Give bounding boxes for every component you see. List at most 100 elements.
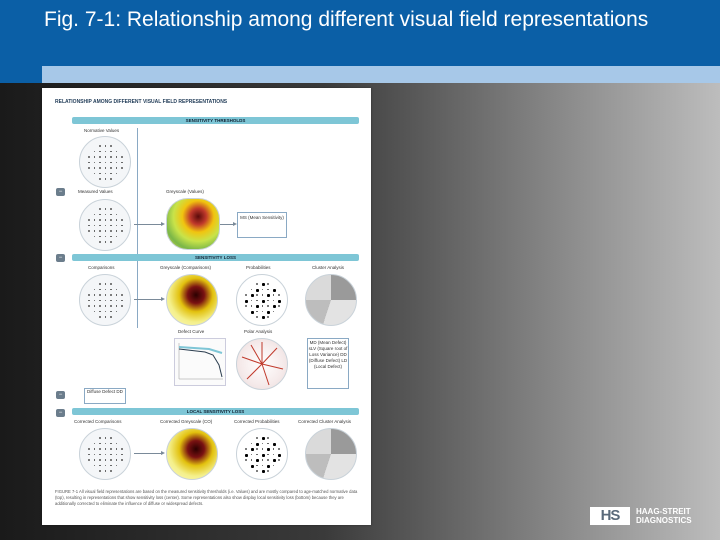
greyscale-values-plot xyxy=(166,198,220,250)
test-point xyxy=(115,156,117,158)
test-point xyxy=(278,299,281,303)
collapse-button[interactable]: − xyxy=(56,188,65,196)
test-point xyxy=(88,167,90,169)
test-point xyxy=(250,459,252,461)
test-point xyxy=(104,219,106,221)
label-comparisons: Comparisons xyxy=(88,265,115,270)
test-point xyxy=(261,464,263,466)
test-point xyxy=(99,161,101,163)
test-point xyxy=(93,299,95,301)
test-point xyxy=(278,305,280,307)
test-point xyxy=(104,283,106,285)
test-point xyxy=(99,437,101,439)
test-point xyxy=(121,448,123,450)
comparisons-plot xyxy=(79,274,131,326)
test-point xyxy=(104,145,106,147)
test-point xyxy=(110,235,112,237)
label-defect-curve: Defect Curve xyxy=(178,329,205,334)
label-probabilities: Probabilities xyxy=(246,265,271,270)
test-point xyxy=(110,316,112,318)
greyscale-comparisons-plot xyxy=(166,274,218,326)
collapse-button[interactable]: − xyxy=(56,391,65,399)
test-point xyxy=(272,442,276,446)
test-point xyxy=(93,459,95,461)
test-point xyxy=(267,470,269,472)
test-point xyxy=(99,442,101,444)
test-point xyxy=(245,459,247,461)
test-point xyxy=(104,208,106,210)
test-point xyxy=(250,453,252,455)
test-point xyxy=(261,283,265,286)
test-point xyxy=(256,453,258,455)
test-point xyxy=(99,310,101,312)
test-point xyxy=(93,235,95,237)
test-point xyxy=(250,299,252,301)
test-point xyxy=(88,230,90,232)
test-point xyxy=(261,453,265,457)
label-measured-values: Measured Values xyxy=(78,189,113,194)
test-point xyxy=(93,219,95,221)
arrow-icon xyxy=(134,451,165,455)
test-point xyxy=(110,172,112,174)
test-point xyxy=(272,448,274,450)
polar-analysis-plot xyxy=(236,338,288,390)
test-point xyxy=(250,464,254,468)
test-point xyxy=(99,235,101,237)
test-point xyxy=(272,464,274,466)
test-point xyxy=(121,219,123,221)
test-point xyxy=(245,294,247,296)
test-point xyxy=(250,288,252,290)
logo-mark: HS xyxy=(590,507,630,525)
test-point xyxy=(121,294,123,296)
test-point xyxy=(261,437,265,440)
test-point xyxy=(115,299,117,301)
test-point xyxy=(104,464,106,466)
test-point xyxy=(99,213,101,215)
test-point xyxy=(256,459,259,462)
test-point xyxy=(99,294,101,296)
test-point xyxy=(110,299,112,301)
test-point xyxy=(256,316,258,318)
test-point xyxy=(93,453,95,455)
test-point xyxy=(115,167,117,169)
test-point xyxy=(278,294,280,296)
test-point xyxy=(267,448,270,451)
test-point xyxy=(104,459,106,461)
test-point xyxy=(99,230,101,232)
collapse-button[interactable]: − xyxy=(56,254,65,262)
test-point xyxy=(267,442,269,444)
collapse-button[interactable]: − xyxy=(56,409,65,417)
test-point xyxy=(110,178,112,180)
test-point xyxy=(115,464,117,466)
test-point xyxy=(93,213,95,215)
test-point xyxy=(110,224,112,226)
test-point xyxy=(88,459,90,461)
test-point xyxy=(88,294,90,296)
label-greyscale-values: Greyscale (Values) xyxy=(166,189,204,194)
arrow-icon xyxy=(220,222,237,226)
label-corrected-greyscale: Corrected Greyscale (CO) xyxy=(160,419,213,424)
test-point xyxy=(110,448,112,450)
test-point xyxy=(261,448,263,450)
left-divider xyxy=(137,128,138,328)
test-point xyxy=(115,172,117,174)
test-point xyxy=(121,459,123,461)
corrected-cluster-plot xyxy=(305,428,357,480)
test-point xyxy=(121,161,123,163)
test-point xyxy=(110,288,112,290)
test-point xyxy=(261,316,265,319)
test-point xyxy=(104,294,106,296)
test-point xyxy=(256,283,258,285)
test-point xyxy=(115,224,117,226)
test-point xyxy=(93,288,95,290)
test-point xyxy=(245,448,247,450)
test-point xyxy=(115,459,117,461)
test-point xyxy=(245,305,247,307)
test-point xyxy=(267,310,270,314)
test-point xyxy=(99,150,101,152)
label-cluster-analysis: Cluster Analysis xyxy=(312,265,345,270)
arrow-icon xyxy=(134,222,165,226)
label-corrected-comparisons: Corrected Comparisons xyxy=(74,419,122,424)
test-point xyxy=(267,294,270,297)
test-point xyxy=(272,453,274,455)
